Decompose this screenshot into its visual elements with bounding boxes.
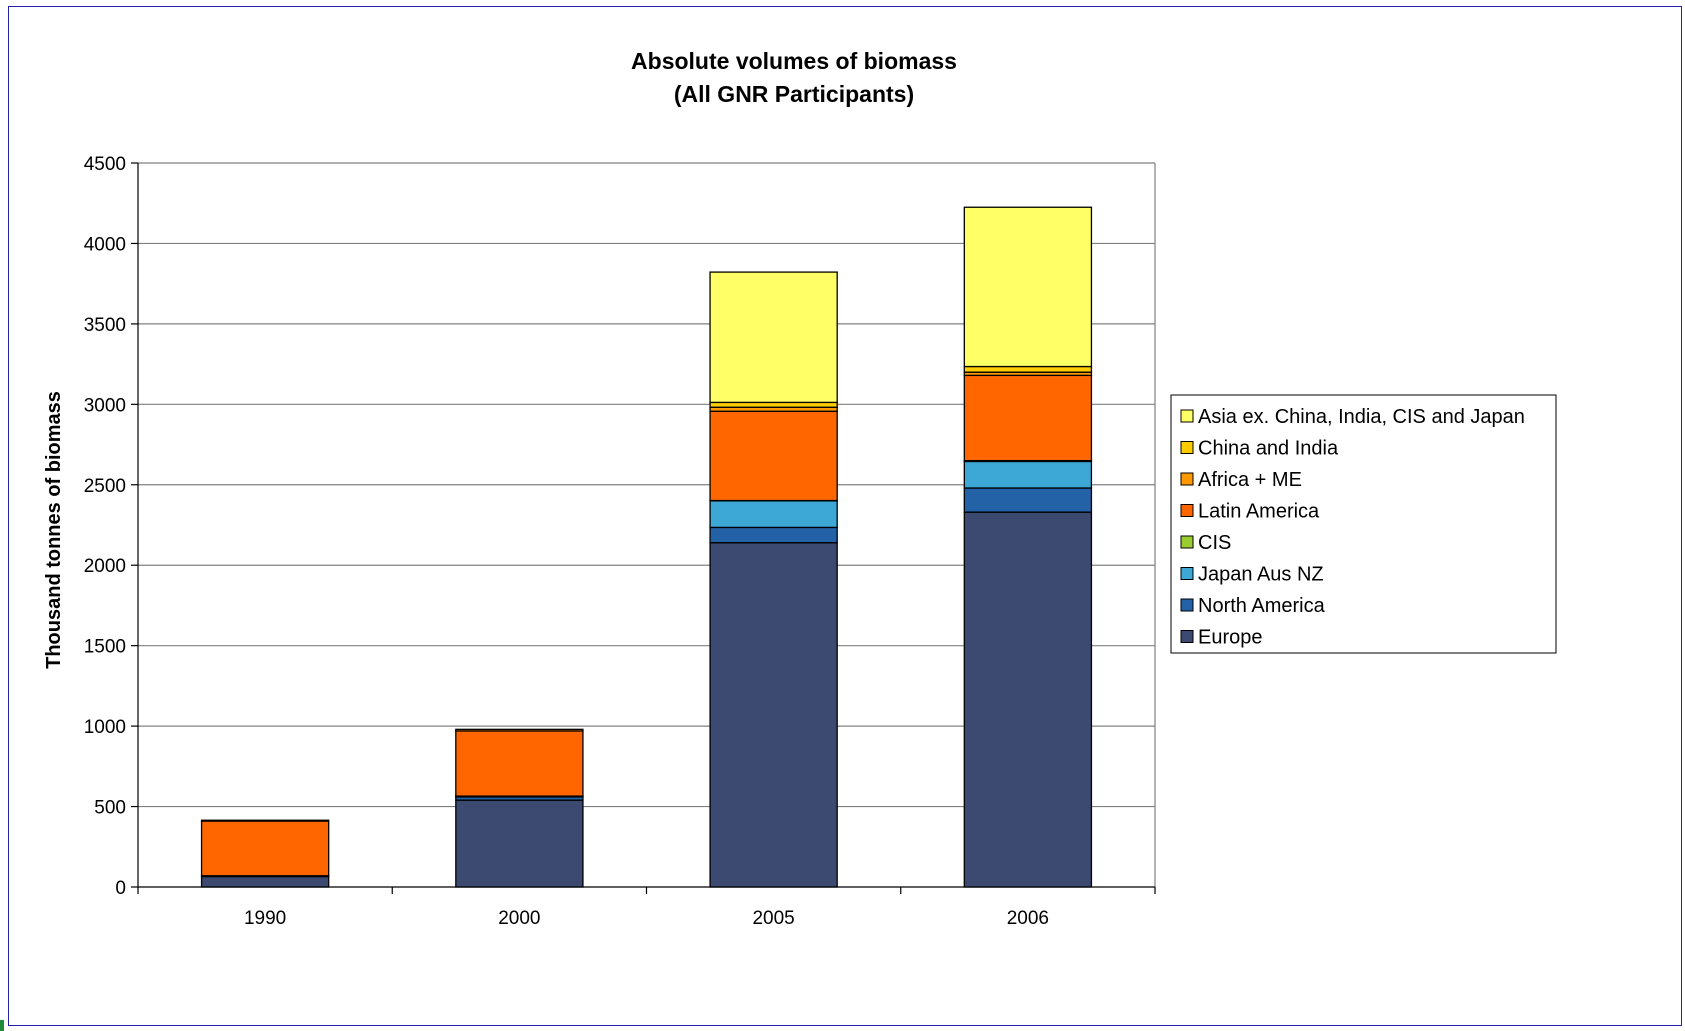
y-tick-label: 0 xyxy=(115,878,126,899)
bar-segment-2006-europe xyxy=(963,511,1093,888)
legend-swatch-china-and-india xyxy=(1180,441,1194,454)
legend-label: CIS xyxy=(1198,532,1231,554)
legend-swatch-asia-ex-china-india-cis-and-japan xyxy=(1180,409,1194,423)
chart-title: Absolute volumes of biomass xyxy=(631,48,957,74)
bar-segment-2006-latin-america xyxy=(963,374,1093,462)
legend-label: China and India xyxy=(1198,438,1339,460)
legend-label: Asia ex. China, India, CIS and Japan xyxy=(1198,406,1525,428)
y-tick-label: 2000 xyxy=(84,556,126,577)
bar-segment-2005-asia-ex-china-india-cis-and-japan xyxy=(709,271,838,404)
y-tick-label: 1500 xyxy=(84,637,126,658)
legend-label: Japan Aus NZ xyxy=(1198,564,1324,586)
x-tick-label-2006: 2006 xyxy=(1007,908,1049,929)
legend-swatch-north-america xyxy=(1180,598,1194,612)
x-tick-label-1990: 1990 xyxy=(244,908,286,929)
bar-segment-2006-asia-ex-china-india-cis-and-japan xyxy=(963,206,1093,368)
chart-subtitle: (All GNR Participants) xyxy=(674,81,914,107)
legend-label: North America xyxy=(1198,595,1326,617)
x-tick-label-2000: 2000 xyxy=(498,908,540,929)
bar-segment-2006-china-and-india xyxy=(963,365,1093,373)
legend: Asia ex. China, India, CIS and Japan Chin… xyxy=(1170,394,1557,654)
bar-segment-2005-north-america xyxy=(709,526,838,544)
legend-box xyxy=(1170,394,1557,654)
y-tick-label: 500 xyxy=(94,798,126,819)
bar-segment-1990-europe xyxy=(200,875,330,888)
y-tick-label: 4500 xyxy=(84,154,126,175)
chart-svg: Absolute volumes of biomass (All GNR Par… xyxy=(43,48,1557,929)
legend-label: Africa + ME xyxy=(1198,469,1302,491)
bar-segment-1990-africa-me xyxy=(200,819,330,822)
bar-segment-1990-latin-america xyxy=(200,820,330,877)
bar-segment-2000-africa-me xyxy=(455,728,584,732)
legend-label: Latin America xyxy=(1198,501,1320,523)
bar-segment-2005-latin-america xyxy=(709,410,838,502)
chart-frame: Absolute volumes of biomass (All GNR Par… xyxy=(8,6,1682,1026)
y-tick-label: 1000 xyxy=(84,717,126,738)
y-tick-label: 3500 xyxy=(84,315,126,336)
bar-segment-2005-japan-aus-nz xyxy=(709,500,838,529)
bar-segment-2006-japan-aus-nz xyxy=(963,460,1093,489)
bar-segment-2005-europe xyxy=(709,542,838,888)
y-tick-label: 2500 xyxy=(84,476,126,497)
bar-segment-2000-latin-america xyxy=(455,730,584,797)
bar-segment-2000-europe xyxy=(455,799,584,888)
legend-swatch-latin-america xyxy=(1180,504,1194,517)
legend-swatch-japan-aus-nz xyxy=(1180,567,1194,580)
y-axis-title: Thousand tonnes of biomass xyxy=(43,391,65,669)
legend-label: Europe xyxy=(1198,627,1263,649)
bar-segment-2006-north-america xyxy=(963,487,1093,513)
y-tick-label: 4000 xyxy=(84,234,126,255)
plot-area: 0 500 1000 1500 2000 2500 3000 3500 4000 4500 1990… xyxy=(84,154,1156,929)
legend-swatch-europe xyxy=(1180,630,1194,643)
x-tick-label-2005: 2005 xyxy=(752,908,794,929)
legend-swatch-cis xyxy=(1180,535,1194,549)
legend-swatch-africa-me xyxy=(1180,472,1194,486)
y-tick-label: 3000 xyxy=(84,395,126,416)
corner-mark xyxy=(0,1020,4,1031)
bar-segment-2005-china-and-india xyxy=(709,401,838,408)
